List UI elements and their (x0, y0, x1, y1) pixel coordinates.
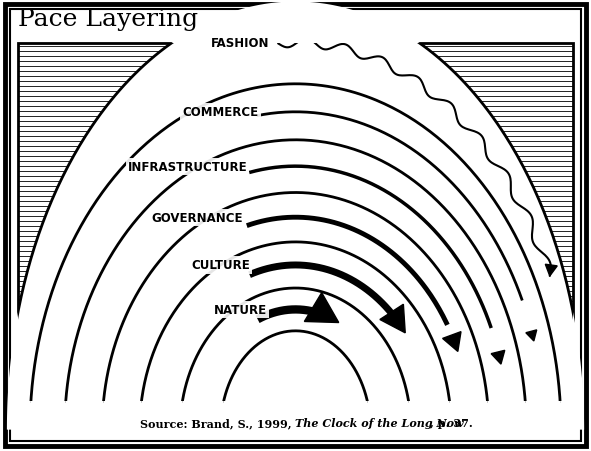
Text: Source: Brand, S., 1999,: Source: Brand, S., 1999, (139, 418, 295, 428)
Text: CULTURE: CULTURE (191, 259, 250, 272)
Polygon shape (491, 350, 505, 364)
Text: The Clock of the Long Now: The Clock of the Long Now (295, 418, 463, 428)
Text: GOVERNANCE: GOVERNANCE (152, 211, 243, 224)
Bar (18, 44, 573, 401)
Text: COMMERCE: COMMERCE (183, 106, 259, 119)
Text: , p. 37.: , p. 37. (430, 418, 473, 428)
Text: INFRASTRUCTURE: INFRASTRUCTURE (128, 160, 247, 173)
Polygon shape (7, 2, 584, 430)
Polygon shape (545, 265, 557, 276)
Polygon shape (30, 85, 561, 430)
Polygon shape (220, 331, 371, 430)
Polygon shape (443, 332, 461, 352)
Polygon shape (526, 330, 537, 341)
Polygon shape (102, 193, 489, 430)
Text: Pace Layering: Pace Layering (18, 8, 198, 31)
Text: NATURE: NATURE (214, 303, 267, 316)
Polygon shape (64, 141, 527, 430)
Polygon shape (304, 293, 339, 323)
Text: FASHION: FASHION (211, 37, 269, 50)
Polygon shape (180, 288, 411, 430)
Polygon shape (139, 242, 452, 430)
Polygon shape (380, 304, 405, 333)
